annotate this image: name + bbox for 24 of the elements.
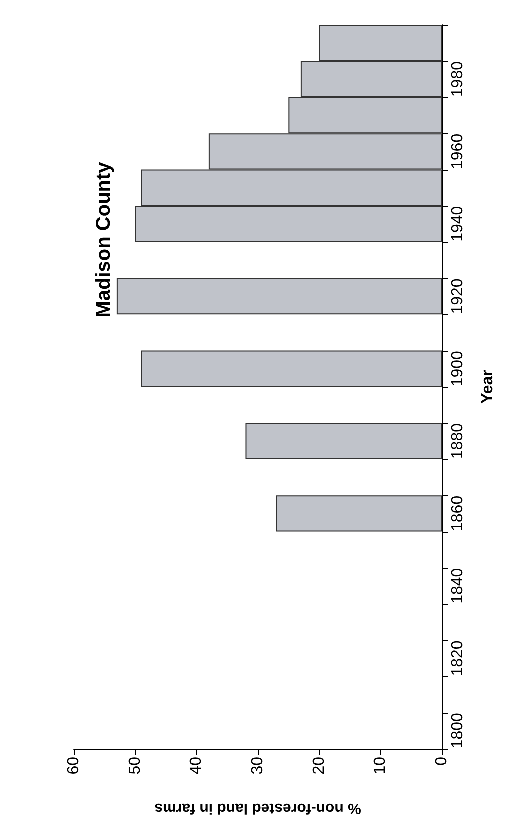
y-tick-label: 1880	[450, 423, 466, 460]
y-tick-label: 1940	[450, 206, 466, 242]
bar	[276, 496, 442, 532]
bar	[246, 423, 442, 460]
text: Madison County	[93, 161, 115, 318]
y-axis-title: Year	[480, 370, 496, 404]
x-tick-label: 50	[126, 756, 144, 775]
y-tick-label: 1820	[450, 640, 466, 676]
x-axis-title: % non-forested land in farms	[154, 800, 362, 817]
x-tick-label: 10	[372, 756, 390, 775]
y-tick-label: 1980	[450, 61, 466, 98]
y-tick-label: 1840	[450, 568, 466, 604]
x-tick-label: 30	[250, 756, 266, 775]
x-tick-label: 60	[66, 756, 82, 775]
x-tick-label: 0	[434, 756, 450, 766]
bar	[116, 278, 442, 315]
y-tick-label: 1960	[450, 134, 466, 170]
y-tick-label: 1900	[450, 351, 466, 387]
x-tick-label: 20	[310, 756, 328, 775]
x-tick-label: 40	[188, 756, 206, 775]
y-tick-label: 1920	[450, 278, 466, 314]
bar	[141, 350, 442, 387]
y-tick-label: 1800	[450, 713, 466, 749]
y-tick-label: 1860	[450, 496, 466, 532]
